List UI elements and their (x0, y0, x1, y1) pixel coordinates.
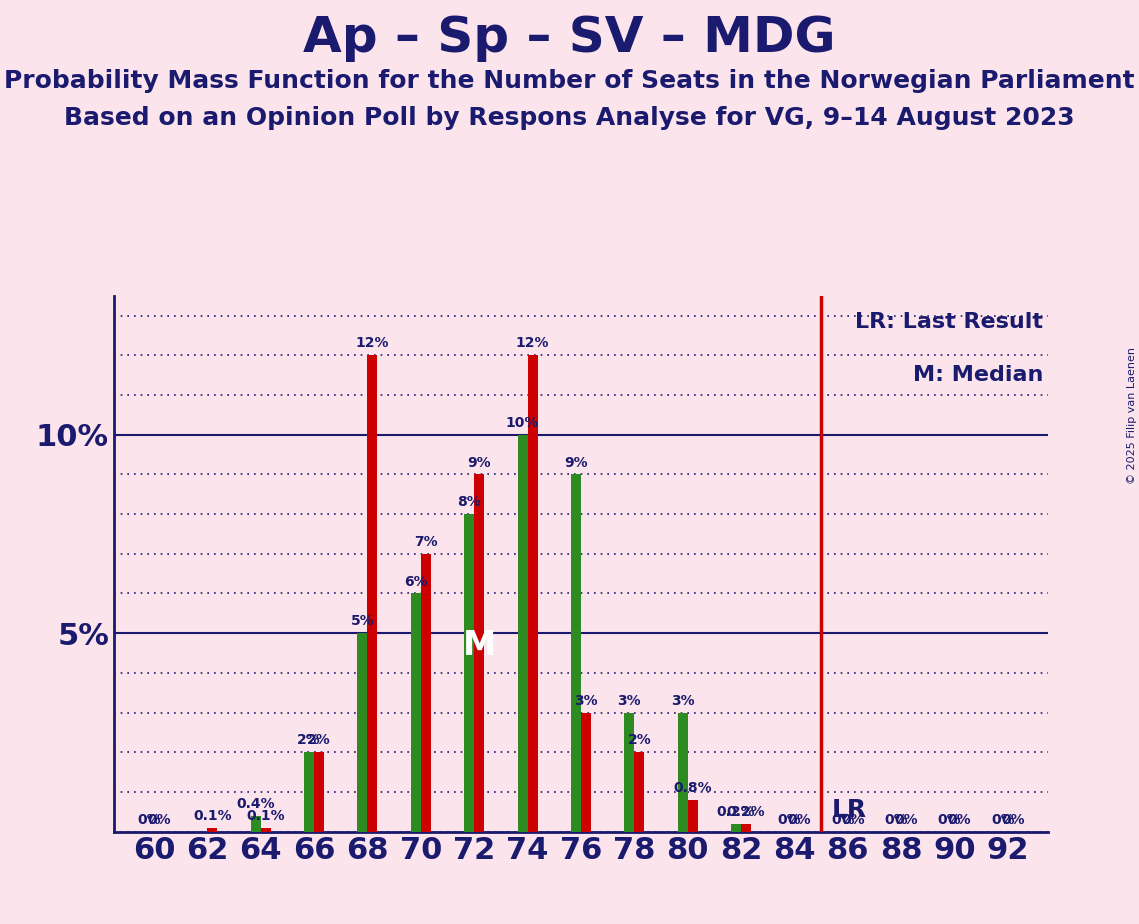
Bar (411, 593, 420, 832)
Bar (527, 355, 538, 832)
Bar (251, 816, 261, 832)
Text: 12%: 12% (516, 336, 549, 350)
Bar (420, 553, 431, 832)
Bar (207, 828, 218, 832)
Text: 8%: 8% (457, 495, 481, 509)
Text: 0.2%: 0.2% (727, 805, 765, 819)
Text: M: Median: M: Median (912, 365, 1043, 385)
Text: 2%: 2% (628, 734, 652, 748)
Text: 9%: 9% (467, 456, 491, 469)
Bar (464, 514, 474, 832)
Text: Probability Mass Function for the Number of Seats in the Norwegian Parliament: Probability Mass Function for the Number… (5, 69, 1134, 93)
Text: 0%: 0% (1001, 813, 1025, 827)
Text: 3%: 3% (574, 694, 598, 708)
Text: 0%: 0% (937, 813, 961, 827)
Bar (474, 474, 484, 832)
Text: 5%: 5% (351, 614, 375, 628)
Bar (358, 633, 368, 832)
Text: 0.2%: 0.2% (716, 805, 755, 819)
Text: LR: LR (831, 797, 867, 821)
Bar (581, 712, 591, 832)
Text: M: M (462, 629, 495, 663)
Bar (261, 828, 271, 832)
Text: 0%: 0% (894, 813, 918, 827)
Text: 2%: 2% (308, 734, 331, 748)
Text: 0.1%: 0.1% (246, 808, 285, 823)
Text: 2%: 2% (297, 734, 321, 748)
Bar (304, 752, 314, 832)
Text: 0%: 0% (991, 813, 1015, 827)
Text: 0.1%: 0.1% (192, 808, 231, 823)
Text: 6%: 6% (404, 575, 427, 589)
Bar (571, 474, 581, 832)
Bar (678, 712, 688, 832)
Text: 0%: 0% (884, 813, 908, 827)
Bar (314, 752, 325, 832)
Bar (517, 434, 527, 832)
Text: Ap – Sp – SV – MDG: Ap – Sp – SV – MDG (303, 14, 836, 62)
Bar (731, 823, 741, 832)
Bar (634, 752, 645, 832)
Bar (368, 355, 377, 832)
Text: © 2025 Filip van Laenen: © 2025 Filip van Laenen (1126, 347, 1137, 484)
Bar (624, 712, 634, 832)
Text: 0%: 0% (831, 813, 854, 827)
Text: 0%: 0% (147, 813, 171, 827)
Text: 0%: 0% (841, 813, 865, 827)
Text: LR: Last Result: LR: Last Result (855, 311, 1043, 332)
Text: 9%: 9% (564, 456, 588, 469)
Text: 0%: 0% (778, 813, 801, 827)
Text: 12%: 12% (355, 336, 390, 350)
Text: 10%: 10% (506, 416, 539, 430)
Text: 7%: 7% (413, 535, 437, 549)
Text: 3%: 3% (671, 694, 695, 708)
Text: 0%: 0% (137, 813, 161, 827)
Bar (688, 800, 697, 832)
Text: 0%: 0% (948, 813, 972, 827)
Text: 0.8%: 0.8% (673, 781, 712, 795)
Text: 0%: 0% (787, 813, 811, 827)
Text: 3%: 3% (617, 694, 641, 708)
Bar (741, 823, 751, 832)
Text: Based on an Opinion Poll by Respons Analyse for VG, 9–14 August 2023: Based on an Opinion Poll by Respons Anal… (64, 106, 1075, 130)
Text: 0.4%: 0.4% (237, 797, 274, 811)
